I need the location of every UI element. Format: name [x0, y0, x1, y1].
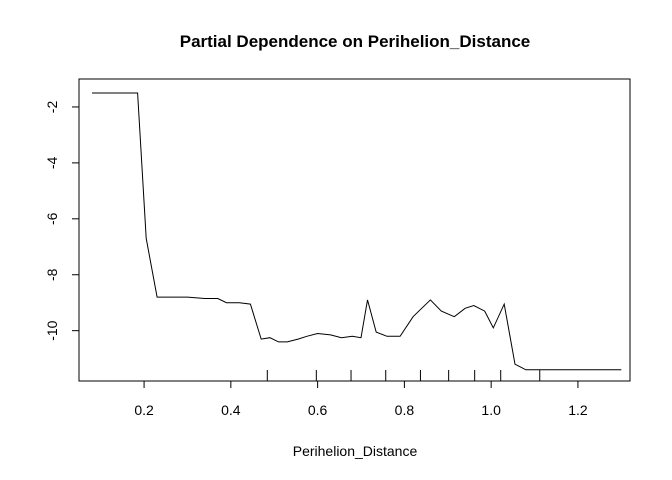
- y-tick-label: -2: [44, 101, 60, 114]
- series-line: [92, 92, 622, 371]
- y-tick-label: -6: [44, 212, 60, 225]
- x-tick-label: 1.2: [568, 402, 588, 418]
- x-tick-label: 0.2: [134, 402, 154, 418]
- chart-title: Partial Dependence on Perihelion_Distanc…: [180, 32, 531, 51]
- plot-frame: [78, 78, 631, 382]
- series-group: [92, 92, 622, 371]
- x-axis-label: Perihelion_Distance: [293, 443, 418, 459]
- y-tick-label: -4: [44, 156, 60, 169]
- y-tick-label: -10: [44, 320, 60, 340]
- x-axis: 0.2 0.4 0.6 0.8 1.0 1.2: [134, 380, 588, 418]
- x-tick-label: 0.8: [395, 402, 415, 418]
- x-tick-label: 0.4: [221, 402, 241, 418]
- x-tick-label: 0.6: [308, 402, 328, 418]
- y-tick-label: -8: [44, 268, 60, 281]
- y-axis: -10 -8 -6 -4 -2: [44, 101, 80, 341]
- x-tick-label: 1.0: [481, 402, 501, 418]
- rug-ticks: [266, 370, 541, 381]
